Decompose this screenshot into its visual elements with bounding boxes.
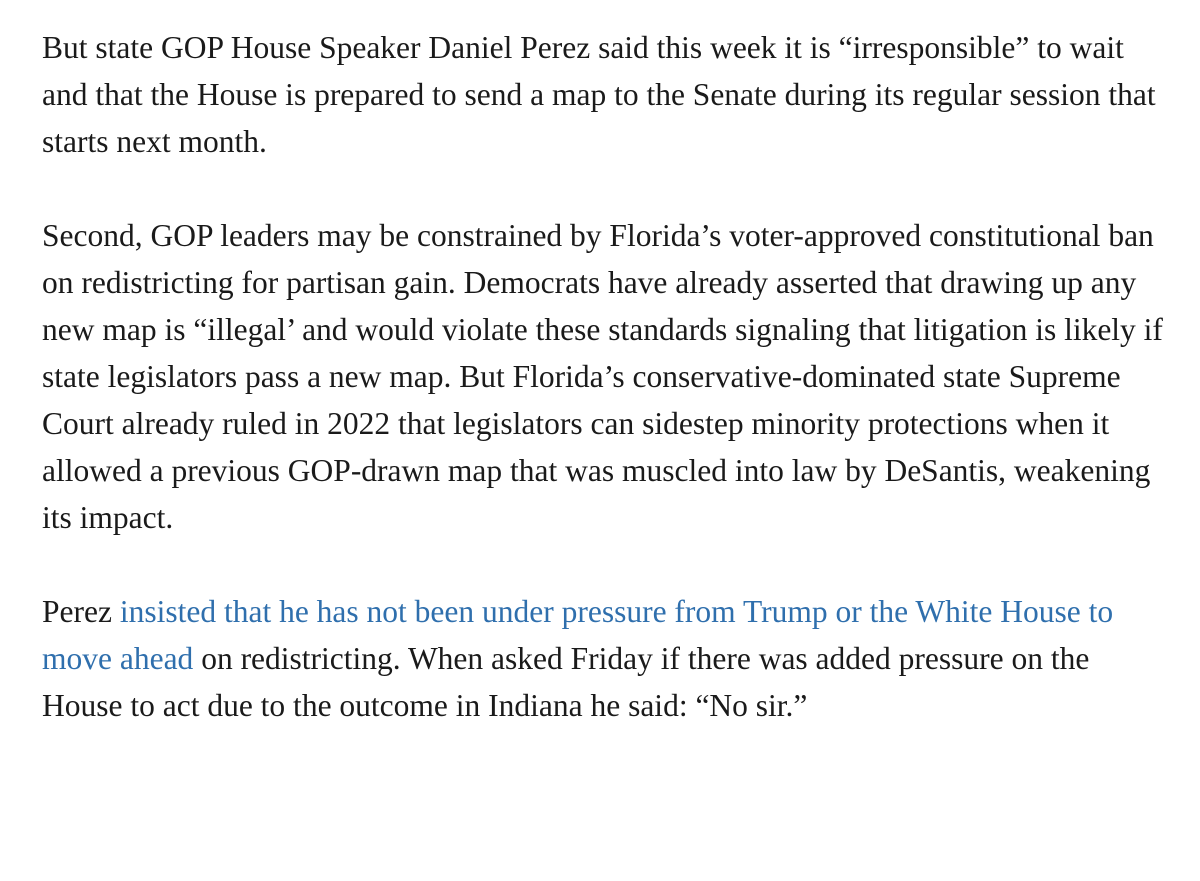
paragraph-lead-text: Perez [42,594,120,629]
paragraph-perez-irresponsible: But state GOP House Speaker Daniel Perez… [42,30,1156,159]
paragraph-constitutional-ban: Second, GOP leaders may be constrained b… [42,218,1163,535]
pressure-article-link[interactable]: insisted that he has not been under pres… [42,594,1114,676]
paragraph-tail-text: on redistricting. When asked Friday if t… [42,641,1090,723]
paragraph-perez-pressure: Perez insisted that he has not been unde… [42,588,1170,729]
